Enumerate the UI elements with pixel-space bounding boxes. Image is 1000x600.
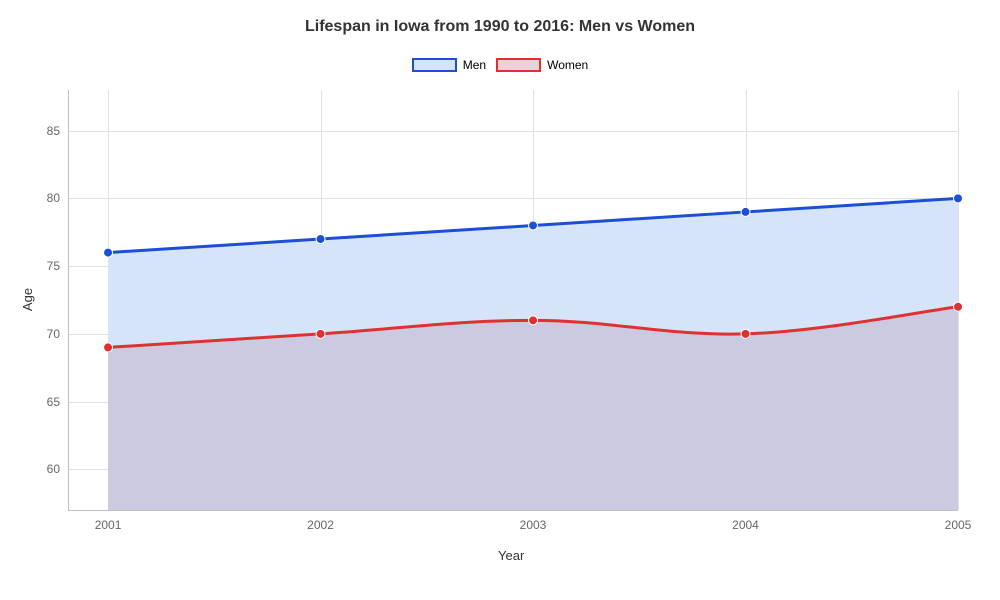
y-tick-label: 75 bbox=[47, 259, 60, 273]
data-point bbox=[529, 316, 538, 325]
data-point bbox=[316, 235, 325, 244]
data-point bbox=[741, 207, 750, 216]
x-axis-line bbox=[68, 510, 958, 511]
plot-area: 60657075808520012002200320042005 bbox=[68, 90, 958, 510]
legend-swatch-men bbox=[412, 58, 457, 72]
series-svg bbox=[68, 90, 958, 510]
gridline-v bbox=[958, 90, 959, 510]
data-point bbox=[104, 343, 113, 352]
x-tick-label: 2004 bbox=[732, 518, 759, 532]
legend-label-women: Women bbox=[547, 58, 588, 72]
legend-item-men: Men bbox=[412, 58, 486, 72]
legend-item-women: Women bbox=[496, 58, 588, 72]
data-point bbox=[316, 329, 325, 338]
data-point bbox=[529, 221, 538, 230]
y-tick-label: 80 bbox=[47, 191, 60, 205]
x-tick-label: 2005 bbox=[945, 518, 972, 532]
y-tick-label: 60 bbox=[47, 462, 60, 476]
chart-container: Lifespan in Iowa from 1990 to 2016: Men … bbox=[0, 0, 1000, 600]
data-point bbox=[741, 329, 750, 338]
legend-swatch-women bbox=[496, 58, 541, 72]
x-axis-label: Year bbox=[498, 548, 524, 563]
x-tick-label: 2003 bbox=[520, 518, 547, 532]
legend-label-men: Men bbox=[463, 58, 486, 72]
y-tick-label: 70 bbox=[47, 327, 60, 341]
chart-legend: Men Women bbox=[0, 58, 1000, 72]
chart-title: Lifespan in Iowa from 1990 to 2016: Men … bbox=[0, 18, 1000, 36]
x-tick-label: 2002 bbox=[307, 518, 334, 532]
y-tick-label: 65 bbox=[47, 395, 60, 409]
y-axis-label: Age bbox=[20, 288, 35, 311]
data-point bbox=[954, 302, 963, 311]
data-point bbox=[954, 194, 963, 203]
y-tick-label: 85 bbox=[47, 124, 60, 138]
data-point bbox=[104, 248, 113, 257]
x-tick-label: 2001 bbox=[95, 518, 122, 532]
